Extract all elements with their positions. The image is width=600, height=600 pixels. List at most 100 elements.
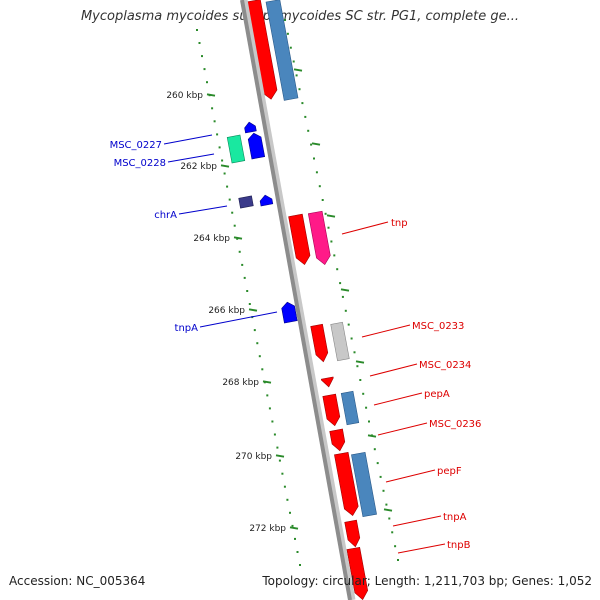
outer-tick [376, 462, 379, 465]
forward-gene [322, 393, 341, 427]
scale-label: 262 kbp [180, 162, 217, 172]
inner-tick [256, 342, 259, 345]
outer-tick [298, 88, 301, 91]
gene-label-forward-leader [377, 422, 428, 436]
gene-labels: tnp MSC_0233 MSC_0234 pepA MSC_0236 pepF tnpA t… [110, 134, 481, 554]
scale-label: 260 kbp [166, 91, 203, 101]
reverse-gene [247, 132, 266, 160]
backbone [240, 0, 356, 600]
inner-tick [258, 355, 261, 358]
reverse-gene [244, 121, 257, 134]
outer-tick [368, 420, 370, 423]
inner-tick [198, 42, 201, 44]
outer-tick [339, 282, 342, 285]
major-tick [293, 68, 303, 72]
rrna-feature [351, 451, 377, 518]
gene-label-reverse-leader [163, 134, 213, 145]
inner-tick [216, 133, 219, 136]
outer-tick [286, 32, 289, 35]
outer-tick [365, 406, 368, 409]
scale-label: 264 kbp [193, 234, 230, 244]
outer-tick [295, 74, 298, 77]
outer-tick [347, 323, 350, 326]
outer-tick [327, 226, 330, 229]
major-tick [311, 142, 321, 146]
outer-tick [362, 392, 365, 395]
inner-tick [203, 68, 206, 71]
inner-tick [206, 81, 208, 84]
major-tick [326, 214, 336, 218]
major-tick [275, 454, 285, 458]
major-tick [206, 93, 216, 97]
gene-label-forward-leader [369, 363, 418, 377]
outer-tick [336, 268, 339, 271]
outer-tick [379, 475, 382, 478]
outer-tick [289, 46, 292, 49]
backbone-line [240, 0, 352, 600]
outer-tick [359, 379, 362, 381]
inner-tick [196, 29, 198, 31]
inner-tick [243, 276, 246, 279]
outer-tick [385, 503, 388, 506]
gene-label-forward-leader [392, 515, 442, 527]
major-tick [355, 360, 365, 364]
outer-tick [301, 102, 304, 105]
inner-tick [273, 433, 276, 436]
inner-tick [233, 224, 236, 227]
inner-tick [253, 329, 256, 332]
major-tick [383, 508, 393, 512]
topology-text: Topology: circular; Length: 1,211,703 bp… [262, 574, 592, 588]
inner-tick [299, 564, 301, 566]
gene-label-forward: tnpA [443, 512, 467, 523]
map-title: Mycoplasma mycoides subsp. mycoides SC s… [80, 9, 520, 24]
inner-tick [228, 198, 231, 201]
inner-tick [248, 303, 251, 305]
rrna-feature [265, 0, 299, 101]
gene-label-forward-leader [361, 324, 411, 338]
outer-tick [315, 171, 318, 174]
inner-tick [231, 211, 234, 214]
forward-gene [334, 451, 359, 516]
inner-tick [241, 263, 244, 266]
gene-label-forward-leader [373, 392, 423, 406]
reverse-gene [281, 301, 298, 324]
outer-tick [318, 185, 321, 188]
major-tick [340, 288, 350, 292]
inner-tick [289, 511, 291, 514]
outer-tick [388, 517, 391, 520]
outer-tick [350, 337, 353, 340]
scale-label: 272 kbp [249, 524, 286, 534]
inner-tick [221, 159, 224, 162]
inner-tick [261, 368, 264, 371]
outer-tick [313, 157, 315, 160]
gene-label-forward: tnp [391, 218, 408, 229]
major-tick [233, 236, 243, 240]
pseudo-gene [330, 321, 350, 362]
forward-gene [310, 323, 329, 363]
inner-tick [246, 290, 249, 292]
gene-label-forward: tnpB [447, 540, 471, 551]
outer-tick [391, 531, 394, 534]
gene-label-forward: MSC_0236 [429, 419, 481, 430]
inner-tick-track [196, 29, 301, 566]
inner-tick [213, 120, 216, 123]
gene-label-reverse-leader [178, 205, 228, 215]
inner-tick [271, 420, 274, 423]
major-tick [367, 434, 377, 438]
gene-label-reverse: MSC_0227 [110, 140, 162, 151]
gene-label-reverse: chrA [154, 210, 177, 221]
inner-tick [283, 485, 286, 488]
inner-tick [223, 172, 226, 175]
outer-tick [382, 489, 385, 492]
major-tick [248, 308, 258, 312]
outer-tick [373, 448, 376, 451]
outer-tick [344, 309, 347, 312]
outer-tick [397, 559, 399, 561]
outer-tick [324, 212, 327, 215]
gene-label-forward: MSC_0234 [419, 360, 471, 371]
scale-label: 270 kbp [235, 452, 272, 462]
gene-label-forward: pepA [424, 389, 450, 400]
inner-tick [276, 446, 279, 449]
reverse-gene-dark [238, 195, 254, 209]
